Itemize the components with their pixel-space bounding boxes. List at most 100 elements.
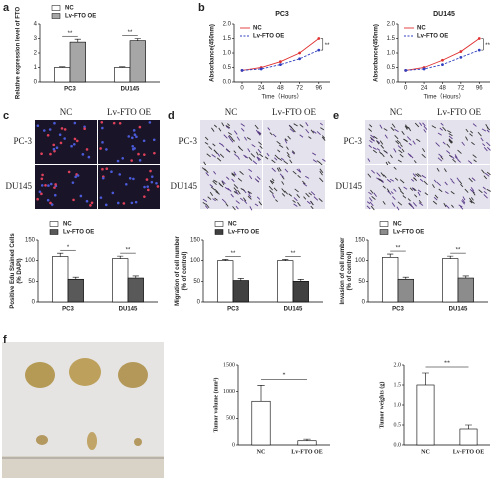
- cell: [398, 186, 402, 191]
- cell: [486, 171, 491, 176]
- cell: [209, 191, 214, 197]
- cell: [435, 142, 440, 147]
- cell: [478, 189, 483, 194]
- y-axis-label: Migration of cell number: [175, 236, 181, 306]
- cell: [383, 128, 388, 131]
- legend-label: NC: [63, 222, 72, 228]
- y-tick-label: 1500: [223, 362, 235, 368]
- cell: [379, 124, 383, 129]
- cell: [472, 154, 477, 158]
- y-tick-label: 150: [25, 238, 36, 244]
- cell: [130, 201, 134, 205]
- cell: [372, 149, 378, 154]
- cell: [291, 151, 295, 155]
- cell: [132, 177, 135, 181]
- cell: [237, 190, 241, 195]
- cell: [386, 179, 392, 183]
- cell: [138, 159, 142, 162]
- cell: [101, 141, 104, 144]
- cell: [287, 135, 291, 140]
- cell: [387, 161, 391, 165]
- cell: [376, 140, 381, 144]
- cell: [277, 149, 281, 153]
- cell: [223, 134, 228, 139]
- cell: [467, 160, 473, 164]
- cell: [399, 179, 405, 184]
- cell: [448, 139, 453, 144]
- error-bar: [119, 66, 126, 68]
- bracket: [320, 38, 324, 51]
- cell: [412, 140, 416, 145]
- cell: [40, 184, 44, 187]
- cell: [406, 126, 410, 130]
- bar: [67, 278, 84, 303]
- cell: [318, 198, 323, 202]
- micrograph: [365, 120, 427, 164]
- cell: [60, 127, 64, 130]
- cell: [477, 131, 482, 137]
- cell: [128, 177, 132, 180]
- x-tick-label: PC3: [64, 87, 76, 93]
- cell: [444, 191, 449, 195]
- cell: [247, 148, 251, 153]
- cell: [293, 123, 298, 127]
- cell: [204, 141, 209, 145]
- error-bar: [117, 255, 124, 259]
- cell: [269, 190, 274, 195]
- error-bar: [402, 276, 409, 280]
- cell: [421, 174, 427, 179]
- column-label: Lv-FTO OE: [272, 107, 317, 117]
- error-bar: [134, 38, 141, 41]
- cell: [212, 143, 216, 147]
- bracket: [481, 38, 484, 51]
- cell: [369, 201, 374, 207]
- y-tick-label: 2.0: [394, 362, 402, 368]
- cell: [394, 135, 399, 140]
- cell: [462, 196, 466, 201]
- cell: [210, 186, 216, 191]
- bar: [292, 281, 309, 303]
- legend-swatch: [49, 221, 59, 227]
- y-tick-label: 2.0: [387, 22, 396, 28]
- marker: [441, 63, 444, 66]
- annotation: **: [396, 246, 401, 252]
- cell: [71, 181, 75, 184]
- cell: [409, 154, 414, 159]
- cell: [100, 120, 104, 124]
- cell: [433, 179, 437, 183]
- error-bar: [57, 252, 64, 257]
- cell: [67, 170, 71, 174]
- cell: [451, 204, 454, 208]
- y-axis-label: (% of control): [347, 252, 353, 291]
- x-tick-label: DU145: [119, 307, 138, 313]
- cell: [434, 194, 439, 199]
- cell: [266, 152, 270, 157]
- cell: [305, 192, 310, 198]
- cell: [40, 177, 44, 181]
- cell: [418, 199, 422, 204]
- legend-label: NC: [417, 26, 426, 32]
- y-axis-label: Absorbance(450nm): [210, 24, 216, 82]
- y-tick-label: 150: [190, 238, 201, 244]
- cell: [368, 144, 372, 148]
- cell: [221, 144, 225, 147]
- cell: [59, 141, 63, 145]
- cell: [72, 198, 75, 202]
- cell: [121, 156, 125, 160]
- cell: [99, 196, 103, 199]
- cell: [269, 132, 273, 136]
- marker: [422, 67, 426, 71]
- cell: [212, 198, 216, 202]
- y-tick-label: 150: [355, 238, 366, 244]
- cell: [469, 133, 473, 137]
- cell: [473, 159, 477, 163]
- cell: [409, 187, 414, 191]
- column-label: NC: [225, 107, 238, 117]
- cell: [75, 139, 79, 143]
- cell: [212, 180, 217, 186]
- cell: [438, 153, 443, 158]
- cell: [465, 136, 469, 141]
- cell: [215, 190, 220, 195]
- cell: [63, 128, 67, 131]
- chart: 0.0 0.5 1.0 1.5 2.0 Tumor weights (g) NC Lv-FTO…: [378, 360, 490, 455]
